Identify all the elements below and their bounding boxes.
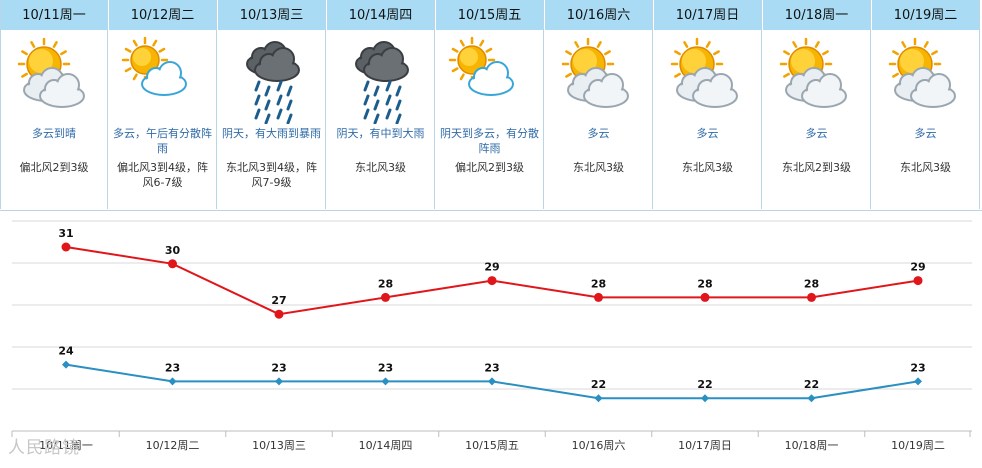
low-temp-point <box>275 377 283 386</box>
low-temp-point <box>807 394 816 403</box>
forecast-day-3: 10/13周三 阴天，有大雨到暴雨东北风3到4级，阵风7-9级 <box>218 0 326 209</box>
wind-text: 偏北风2到3级 <box>19 161 89 174</box>
temp-data-label: 29 <box>910 261 925 274</box>
weather-description: 阴天，有大雨到暴雨 <box>222 127 321 140</box>
day-label: 10/16周六 <box>545 0 652 30</box>
temp-data-label: 22 <box>697 378 712 391</box>
forecast-day-4: 10/14周四 阴天，有中到大雨 东北风3级 <box>327 0 435 209</box>
weather-description: 多云 <box>805 127 828 140</box>
high-temp-point <box>913 276 923 286</box>
wind-text: 东北风2到3级 <box>782 161 851 174</box>
forecast-day-7: 10/17周日 多云东北风3级 <box>654 0 762 209</box>
low-temp-point <box>914 377 922 386</box>
temp-data-label: 24 <box>58 345 74 358</box>
sun-cloud-icon <box>1 30 107 126</box>
day-label: 10/18周一 <box>763 0 870 30</box>
wind-text: 东北风3级 <box>682 161 733 174</box>
wind-text: 偏北风2到3级 <box>455 161 524 174</box>
temp-data-label: 23 <box>378 361 393 374</box>
low-temp-point <box>62 360 70 369</box>
day-label: 10/19周二 <box>872 0 979 30</box>
temp-data-label: 28 <box>804 277 819 290</box>
sun-cloud-icon <box>872 30 979 126</box>
weather-description: 多云 <box>587 127 610 140</box>
high-temp-point <box>274 309 284 319</box>
sun-cloud-icon <box>545 30 652 126</box>
low-temp-point <box>168 377 177 386</box>
temp-data-label: 30 <box>165 244 181 257</box>
sun-cloud-light-icon <box>436 30 543 126</box>
wind-text: 东北风3级 <box>355 161 406 174</box>
wind-text: 东北风3级 <box>573 161 624 174</box>
forecast-panel: 10/11周一 多云到晴 偏北风2到3级 10/12周二 多云，午后有分散阵雨 偏北风… <box>0 0 982 209</box>
day-label: 10/12周二 <box>109 0 216 30</box>
x-tick-label: 10/15周五 <box>465 439 519 452</box>
sun-cloud-light-icon <box>109 30 216 126</box>
sun-cloud-icon <box>654 30 761 126</box>
forecast-day-5: 10/15周五 阴天到多云，有分散阵雨偏北风2到3级 <box>436 0 544 209</box>
x-tick-label: 10/16周六 <box>572 439 626 452</box>
x-tick-label: 10/17周日 <box>678 439 732 452</box>
forecast-day-1: 10/11周一 多云到晴偏北风2到3级 <box>0 0 108 209</box>
x-tick-label: 10/11周一 <box>39 439 93 452</box>
temp-data-label: 23 <box>165 361 180 374</box>
weather-description: 多云 <box>914 127 937 140</box>
high-temp-point <box>487 276 497 286</box>
temp-data-label: 28 <box>697 277 712 290</box>
temp-data-label: 23 <box>910 361 925 374</box>
temp-data-label: 29 <box>484 261 499 274</box>
day-label: 10/14周四 <box>327 0 434 30</box>
sun-cloud-icon <box>763 30 870 126</box>
x-tick-label: 10/18周一 <box>785 439 839 452</box>
day-label: 10/13周三 <box>218 0 325 30</box>
high-temp-point <box>61 242 71 252</box>
forecast-day-6: 10/16周六 多云东北风3级 <box>545 0 653 209</box>
temp-data-label: 23 <box>271 361 286 374</box>
x-tick-label: 10/14周四 <box>359 439 413 452</box>
temp-data-label: 22 <box>804 378 819 391</box>
temperature-chart-svg: 31 30 27 28 29 28 28 28 29 24 23 23 23 23 22 22 22 23 10/1… <box>11 220 972 452</box>
heavy-rain-icon <box>218 30 325 126</box>
x-tick-label: 10/19周二 <box>891 439 945 452</box>
watermark: 人民路镜 <box>8 438 80 458</box>
weather-description: 阴天，有中到大雨 <box>336 127 425 140</box>
weather-description: 阴天到多云，有分散阵雨 <box>440 127 539 155</box>
temp-data-label: 31 <box>58 227 73 240</box>
forecast-day-8: 10/18周一 多云东北风2到3级 <box>763 0 871 209</box>
temp-data-label: 28 <box>591 277 606 290</box>
forecast-day-9: 10/19周二 多云东北风3级 <box>872 0 980 209</box>
high-temp-point <box>700 292 710 302</box>
temp-data-label: 27 <box>271 294 286 307</box>
high-temp-point <box>381 292 390 302</box>
high-temp-point <box>168 259 177 269</box>
weather-description: 多云 <box>696 127 719 140</box>
wind-text: 偏北风3到4级，阵风6-7级 <box>117 161 208 189</box>
forecast-day-2: 10/12周二 多云，午后有分散阵雨 偏北风3到4级，阵风6-7级 <box>109 0 217 209</box>
day-label: 10/15周五 <box>436 0 543 30</box>
high-temp-point <box>594 292 603 302</box>
weather-description: 多云到晴 <box>32 127 76 140</box>
weather-description: 多云，午后有分散阵雨 <box>113 127 212 155</box>
x-tick-label: 10/12周二 <box>146 439 200 452</box>
temperature-chart: 31 30 27 28 29 28 28 28 29 24 23 23 23 23 22 22 22 23 10/1… <box>0 210 982 468</box>
high-temp-point <box>807 292 816 302</box>
temp-data-label: 23 <box>484 361 499 374</box>
low-temp-point <box>381 377 390 386</box>
temp-data-label: 22 <box>591 378 606 391</box>
wind-text: 东北风3级 <box>900 161 951 174</box>
wind-text: 东北风3到4级，阵风7-9级 <box>226 161 317 189</box>
x-tick-label: 10/13周三 <box>252 439 306 452</box>
day-label: 10/11周一 <box>1 0 107 30</box>
temp-data-label: 28 <box>378 277 393 290</box>
heavy-rain-icon <box>327 30 434 126</box>
day-label: 10/17周日 <box>654 0 761 30</box>
low-temp-point <box>488 377 496 386</box>
low-temp-point <box>701 394 709 403</box>
low-temp-point <box>594 394 603 403</box>
